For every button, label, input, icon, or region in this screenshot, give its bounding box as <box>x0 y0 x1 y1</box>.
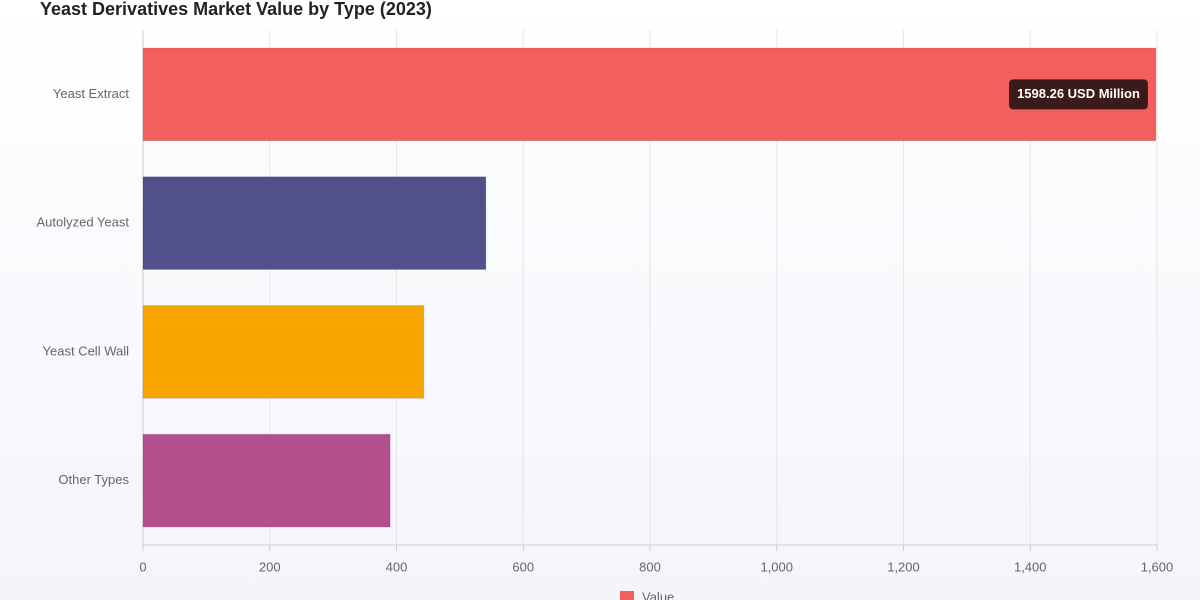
bar <box>142 47 1157 142</box>
x-tick-label: 1,000 <box>760 559 793 574</box>
x-tick-label: 400 <box>386 559 408 574</box>
chart-title: Yeast Derivatives Market Value by Type (… <box>40 0 432 19</box>
x-tick-label: 1,200 <box>887 559 920 574</box>
legend-label: Value <box>642 589 674 600</box>
x-tick-label: 0 <box>139 559 146 574</box>
tooltip-bg <box>1009 79 1148 110</box>
y-tick-label: Yeast Cell Wall <box>43 343 130 358</box>
value-label: 1598.26 USD Million <box>1017 86 1140 101</box>
legend-swatch <box>620 591 634 600</box>
x-tick-label: 1,400 <box>1014 559 1047 574</box>
y-tick-label: Autolyzed Yeast <box>36 215 129 230</box>
x-tick-label: 800 <box>639 559 661 574</box>
x-tick-label: 1,600 <box>1141 559 1174 574</box>
x-tick-label: 600 <box>512 559 534 574</box>
y-tick-label: Other Types <box>58 472 129 487</box>
value-label-box: 1598.26 USD Million <box>1009 79 1148 110</box>
bar <box>142 176 487 270</box>
x-tick-label: 200 <box>259 559 281 574</box>
y-tick-label: Yeast Extract <box>53 86 130 101</box>
bar <box>142 305 425 399</box>
bar <box>142 433 391 528</box>
